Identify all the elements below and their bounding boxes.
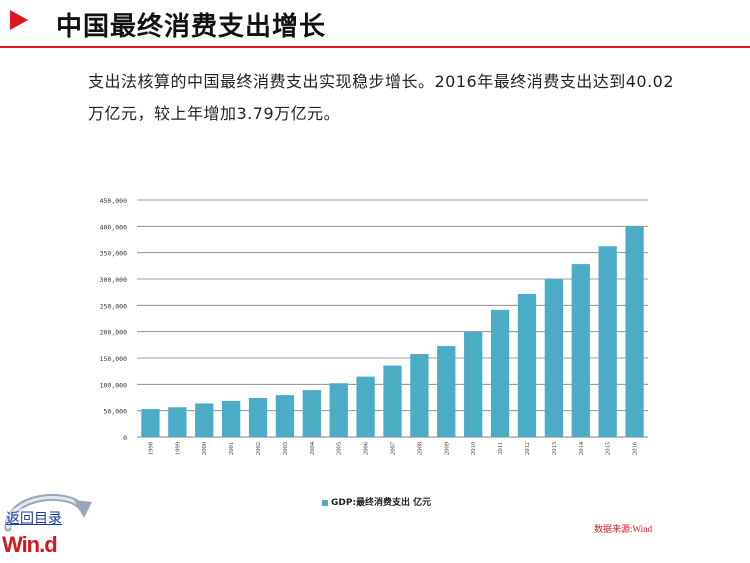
x-tick-label: 2000: [201, 442, 208, 455]
x-tick-label: 2002: [255, 442, 262, 455]
page-title: 中国最终消费支出增长: [56, 12, 327, 42]
x-tick-label: 2003: [282, 442, 289, 455]
x-tick-label: 2007: [390, 441, 397, 455]
header-divider: [0, 46, 750, 48]
bar: [625, 226, 644, 437]
x-tick-label: 2010: [470, 442, 477, 455]
header-bar: 中国最终消费支出增长: [0, 0, 750, 48]
x-tick-label: 2009: [443, 442, 450, 455]
x-tick-label: 2015: [605, 442, 612, 455]
x-tick-label: 2005: [336, 442, 343, 455]
wind-logo: Win.d: [2, 532, 58, 557]
bar: [490, 309, 510, 437]
x-tick-label: 2008: [416, 442, 423, 455]
bar: [410, 354, 429, 437]
bar: [195, 403, 214, 437]
y-tick-label: 150,000: [100, 355, 127, 363]
x-tick-label: 2011: [497, 442, 504, 455]
bar: [598, 246, 617, 437]
bar: [248, 398, 268, 437]
x-tick-label: 2012: [524, 442, 531, 455]
bar: [275, 395, 295, 437]
bar: [221, 400, 241, 437]
y-tick-label: 0: [123, 434, 127, 442]
bar: [168, 407, 187, 437]
bar: [141, 409, 160, 437]
bar: [544, 278, 564, 437]
bar: [437, 346, 456, 437]
y-tick-label: 200,000: [100, 329, 127, 337]
x-tick-label: 2014: [578, 441, 585, 455]
bar: [517, 293, 537, 437]
bar: [383, 365, 402, 437]
y-tick-label: 350,000: [100, 250, 127, 258]
y-tick-label: 450,000: [100, 197, 127, 205]
y-tick-label: 300,000: [100, 276, 127, 284]
data-source-note: 数据来源:Wind: [594, 524, 653, 534]
legend-swatch: [322, 499, 328, 506]
x-tick-label: 1999: [174, 442, 181, 455]
x-tick-label: 2004: [309, 441, 316, 455]
bar: [464, 331, 483, 437]
back-to-contents-link[interactable]: 返回目录: [6, 508, 62, 528]
y-tick-label: 100,000: [100, 381, 127, 389]
triangle-arrow-icon: [10, 10, 28, 30]
legend-label: GDP:最终消费支出 亿元: [331, 498, 432, 508]
bar: [356, 376, 375, 437]
y-tick-label: 400,000: [100, 223, 127, 231]
x-tick-label: 2001: [228, 442, 235, 455]
x-tick-label: 2006: [363, 441, 370, 455]
x-tick-label: 2016: [632, 441, 639, 455]
bar: [329, 383, 348, 437]
x-tick-label: 1998: [147, 442, 154, 455]
bar: [302, 390, 321, 437]
chart-legend: GDP:最终消费支出 亿元: [322, 495, 431, 508]
y-tick-label: 250,000: [100, 302, 127, 310]
intro-paragraph: 支出法核算的中国最终消费支出实现稳步增长。2016年最终消费支出达到40.02万…: [88, 72, 675, 123]
bar: [571, 264, 590, 437]
y-tick-label: 50,000: [104, 408, 128, 416]
footer-nav: 返回目录 Win.d: [0, 488, 95, 563]
curved-arrow-icon: [4, 493, 92, 532]
x-tick-label: 2013: [551, 442, 558, 455]
